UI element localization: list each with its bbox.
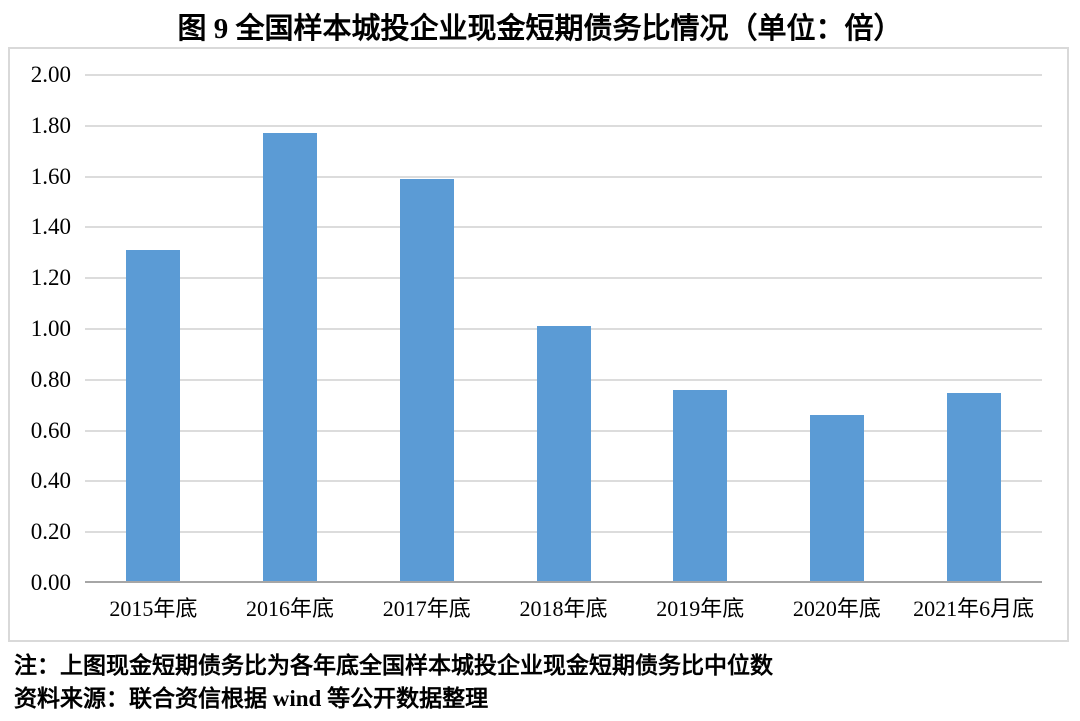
y-axis-tick-label: 0.20: [30, 519, 71, 545]
bar: [946, 392, 1001, 583]
chart-frame: 0.00 0.20 0.40 0.60 0.80 1.00 1.20 1.40 1.60 1.80…: [8, 47, 1069, 642]
gridline: [85, 74, 1042, 76]
gridline: [85, 175, 1042, 178]
x-axis-label: 2021年6月底: [913, 596, 1035, 621]
bar: [263, 133, 318, 583]
y-axis-tick-label: 0.80: [30, 366, 71, 392]
x-axis-line: [85, 581, 1042, 583]
y-axis-tick-label: 0.60: [30, 417, 71, 443]
figure-title: 图 9 全国样本城投企业现金短期债务比情况（单位：倍）: [177, 13, 903, 45]
y-axis-tick-label: 1.40: [30, 214, 71, 240]
x-axis-label: 2017年底: [382, 596, 471, 621]
x-axis-label: 2018年底: [519, 596, 608, 621]
y-axis-tick-label: 2.00: [30, 62, 71, 87]
x-axis-label: 2015年底: [109, 596, 198, 621]
x-axis-label: 2016年底: [246, 596, 335, 621]
bar: [536, 326, 591, 583]
bar: [126, 250, 181, 583]
bar: [809, 415, 864, 583]
y-axis-tick-label: 1.80: [30, 112, 71, 138]
y-axis-tick-label: 0.00: [30, 570, 71, 595]
bar: [673, 389, 728, 583]
x-axis-label: 2019年底: [656, 596, 745, 621]
source-note: 资料来源：联合资信根据 wind 等公开数据整理: [14, 686, 489, 711]
footnotes: 注：上图现金短期债务比为各年底全国样本城投企业现金短期债务比中位数 资料来源：联…: [14, 649, 773, 715]
y-axis-tick-label: 1.60: [30, 163, 71, 189]
gridline: [85, 124, 1042, 127]
y-axis-tick-label: 1.20: [30, 265, 71, 291]
x-axis-label: 2020年底: [792, 596, 881, 621]
chart-note: 注：上图现金短期债务比为各年底全国样本城投企业现金短期债务比中位数: [14, 653, 773, 678]
gridline: [85, 277, 1042, 280]
plot-area: 0.00 0.20 0.40 0.60 0.80 1.00 1.20 1.40 1.60 1.80…: [31, 62, 1042, 621]
gridline: [85, 226, 1042, 229]
y-axis-tick-label: 0.40: [30, 468, 71, 494]
bar: [399, 179, 454, 583]
y-axis-tick-label: 1.00: [30, 316, 71, 341]
